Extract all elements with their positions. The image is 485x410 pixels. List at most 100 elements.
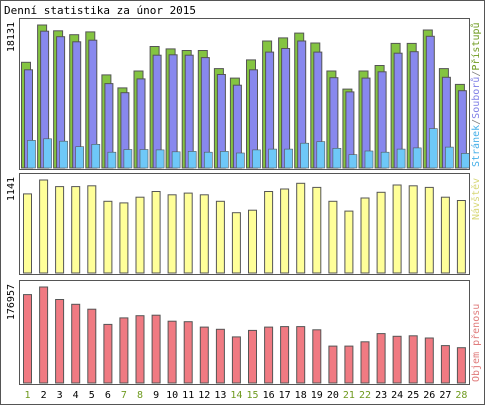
bar-traffic [344,345,354,384]
bar-traffic [215,328,225,384]
bar-visitors [440,196,450,274]
legend-separator: / [471,71,482,77]
bar-traffic [392,335,402,384]
bar-traffic [424,337,434,384]
day-label: 6 [105,390,111,401]
legend-hits-files-access: Stránek/Souborů/Přístupů [470,22,482,167]
bar-visitors [39,179,49,274]
bar-visitors [103,200,113,274]
bar-visitors [183,192,193,274]
panel-frame [19,173,470,275]
bar-hits [300,142,310,169]
day-label: 9 [153,390,159,401]
bar-traffic [151,314,161,384]
day-label: 22 [359,390,371,401]
bar-visitors [215,200,225,274]
bar-hits [348,154,358,169]
bar-visitors [312,186,322,274]
bar-hits [75,146,84,169]
day-label: 16 [263,390,275,401]
bar-traffic [408,335,418,384]
bar-traffic [328,345,338,384]
bar-hits [364,150,374,169]
bar-traffic [440,345,450,384]
bar-hits [396,148,406,169]
bar-visitors [231,212,241,274]
bar-traffic [264,326,274,384]
bar-traffic [231,336,241,384]
day-label: 8 [137,390,143,401]
day-label: 19 [311,390,323,401]
bar-hits [220,151,229,169]
day-label: 25 [407,390,419,401]
bar-traffic [280,326,290,384]
bar-visitors [199,194,209,274]
bar-hits [428,128,438,169]
panel-hits-files-access: 18131 Stránek/Souborů/Přístupů [6,18,482,170]
bar-traffic [119,317,129,384]
bar-hits [461,153,470,169]
bar-hits [252,149,261,169]
bar-visitors [264,191,274,274]
bar-traffic [135,315,145,384]
bar-traffic [199,326,209,384]
bar-visitors [456,200,466,274]
bar-hits [268,148,277,169]
bar-hits [316,141,326,169]
bar-traffic [71,303,81,384]
bar-traffic [248,329,257,384]
bar-traffic [55,299,65,384]
day-label: 7 [121,390,127,401]
bar-visitors [376,191,386,274]
bar-visitors [71,186,81,274]
bar-visitors [135,196,145,274]
bar-traffic [103,323,113,384]
bar-visitors [296,182,306,274]
bar-visitors [424,186,434,274]
bar-hits [123,149,133,169]
legend-files-label: Souborů [470,77,482,119]
bar-visitors [344,210,354,274]
day-label: 21 [343,390,355,401]
bar-hits [412,147,422,169]
y-max-label: 18131 [6,22,17,52]
x-axis-day-labels: 1 2 3 4 5 6 7 8 9 10 11 12 13 14 15 16 17 18 19 20 21 22 23 24 2… [24,390,467,401]
bar-traffic [39,286,49,384]
bar-traffic [376,333,386,384]
bar-hits [171,151,181,169]
day-label: 5 [89,390,95,401]
bar-traffic [360,341,370,384]
chart-title: Denní statistika za únor 2015 [4,4,196,17]
day-label: 12 [198,390,210,401]
day-label: 20 [327,390,339,401]
day-label: 1 [24,390,30,401]
day-label: 28 [455,390,467,401]
bar-visitors [408,185,418,274]
bar-hits [107,151,117,169]
bar-hits [91,144,101,169]
legend-hits-label: Stránek [470,125,482,167]
bar-visitors [87,185,97,274]
legend-separator: / [471,119,482,125]
day-label: 11 [182,390,194,401]
bar-visitors [280,188,290,274]
bar-traffic [87,308,97,384]
panel-visitors: 1141 Návštěv [6,173,482,275]
day-label: 3 [57,390,63,401]
bar-visitors [392,184,402,274]
bar-hits [204,151,213,169]
bar-visitors [167,194,177,274]
panel-frame [19,18,470,170]
panel-traffic: 176957 Objem přenosu [6,280,482,385]
bar-visitors [23,193,32,274]
day-label: 13 [214,390,226,401]
bar-traffic [456,347,466,384]
bar-visitors [328,200,338,274]
bar-hits [284,148,293,169]
bar-traffic [183,321,193,384]
bar-files [200,57,210,169]
bar-hits [155,149,165,169]
bar-hits [139,149,149,169]
